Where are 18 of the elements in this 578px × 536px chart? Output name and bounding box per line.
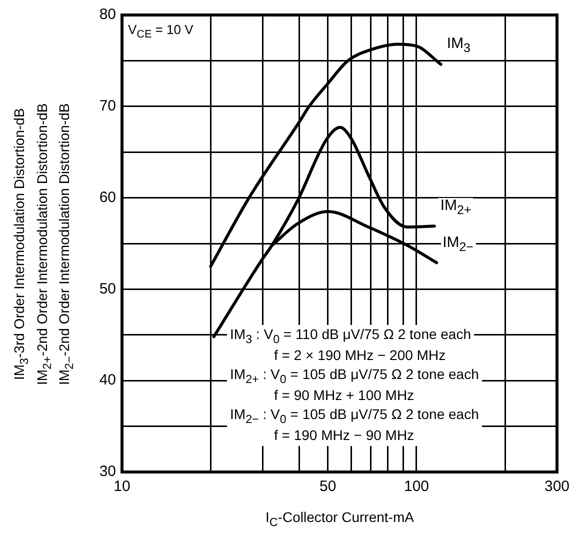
y-tick-label: 60 — [99, 188, 116, 206]
y-tick-label: 30 — [99, 463, 116, 480]
series-label: IM$_{2−}$ — [440, 234, 476, 254]
series-label: IM$_{2+}$ — [438, 197, 474, 218]
annotation: V$_{CE}$ = 10 V — [128, 22, 194, 42]
annotation: IM$_{2+}$ : V$_{0}$ = 105 dB μV/75 Ω 2 tone each f = 90 MHz + 100 MHz — [230, 366, 479, 405]
x-tick-label: 10 — [114, 478, 130, 496]
x-tick-label: 100 — [404, 478, 430, 496]
annotation: IM$_{3}$ : V$_{0}$ = 110 dB μV/75 Ω 2 tone each f = 2 × 190 MHz − 200 MHz — [230, 326, 472, 365]
y-tick-label: 50 — [99, 280, 116, 298]
x-tick-label: 50 — [319, 478, 336, 496]
y-tick-label: 80 — [99, 6, 116, 24]
y-tick-label: 40 — [99, 372, 116, 389]
x-axis-title: I$_{C}$-Collector Current-mA — [266, 509, 414, 530]
x-tick-label: 300 — [544, 478, 570, 496]
series-label: IM$_{3}$ — [444, 35, 472, 56]
annotation: IM$_{2−}$ : V$_{0}$ = 105 dB μV/75 Ω 2 tone each f = 190 MHz − 90 MHz — [230, 406, 479, 445]
y-tick-label: 70 — [99, 98, 116, 115]
